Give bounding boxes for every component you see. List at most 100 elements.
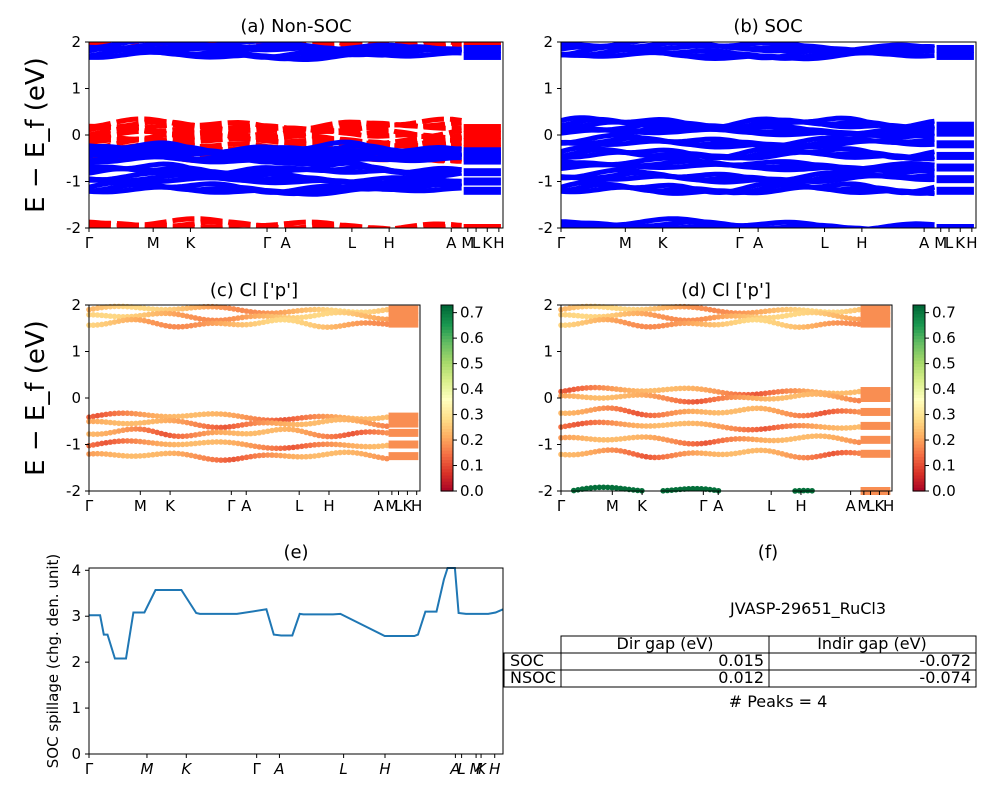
band-point — [600, 385, 607, 391]
band-point — [179, 441, 186, 448]
band-point — [690, 485, 696, 492]
band-point — [647, 306, 654, 312]
band-point — [826, 320, 832, 327]
band-point — [719, 437, 726, 444]
band-point — [600, 484, 607, 491]
band-point — [256, 420, 263, 426]
band-point — [788, 394, 794, 400]
band-point — [269, 452, 275, 458]
band-point — [362, 419, 369, 426]
band-point — [788, 436, 794, 442]
band-point — [817, 310, 824, 316]
band-point — [124, 426, 131, 433]
band-line — [89, 170, 462, 186]
panel-e-spillage-line — [89, 567, 504, 660]
band-point — [371, 320, 377, 326]
band-point — [613, 312, 620, 318]
ytick-label: 1 — [71, 699, 81, 717]
colorbar-label: 0.6 — [460, 329, 484, 347]
band-point — [192, 453, 199, 460]
colorbar-segment — [913, 478, 925, 483]
band-point — [634, 487, 641, 494]
band-point — [196, 431, 203, 437]
band-point — [617, 318, 624, 325]
band-point — [719, 409, 726, 416]
band-point — [379, 307, 386, 314]
band-point — [316, 432, 322, 439]
panel-a-yticks: 2 1 0 -1 -2 — [66, 33, 89, 237]
band-point — [732, 426, 739, 432]
colorbar-segment — [441, 314, 453, 318]
band-point — [243, 421, 250, 428]
band-point — [562, 393, 569, 399]
band-point — [107, 313, 114, 319]
band-point — [222, 457, 228, 463]
band-point — [694, 408, 700, 415]
peaks-count: # Peaks = 4 — [729, 692, 828, 711]
band-point — [269, 313, 275, 320]
band-point — [702, 440, 709, 446]
band-point — [741, 394, 747, 401]
band-point — [184, 441, 190, 447]
colorbar-segment — [441, 422, 453, 427]
colorbar-segment — [913, 444, 925, 449]
band-point — [243, 314, 250, 320]
band-point — [286, 444, 292, 451]
band-point — [656, 305, 662, 312]
colorbar-label: 0.3 — [932, 406, 956, 424]
band-point — [839, 425, 845, 431]
colorbar-segment — [441, 342, 453, 346]
band-point — [150, 428, 156, 435]
band-point — [728, 451, 735, 457]
band-point — [311, 442, 318, 448]
band-point — [235, 455, 241, 462]
band-point — [230, 456, 237, 463]
colorbar-label: 0.1 — [460, 457, 484, 475]
band-point — [673, 397, 679, 404]
band-point — [817, 391, 824, 398]
band-point — [384, 442, 390, 449]
band-point — [796, 392, 803, 399]
band-point — [639, 388, 645, 394]
band-point — [260, 444, 267, 451]
band-point — [350, 417, 356, 424]
band-point — [345, 431, 352, 438]
band-point — [133, 304, 139, 311]
band-segment — [388, 412, 419, 421]
panel-e-yticks: 0 1 2 3 4 — [71, 561, 89, 763]
band-point — [613, 305, 620, 312]
band-point — [566, 393, 573, 399]
band-point — [570, 321, 577, 328]
colorbar-segment — [913, 332, 925, 337]
band-point — [796, 310, 803, 317]
band-point — [715, 321, 722, 328]
band-segment — [936, 140, 974, 149]
band-point — [698, 450, 705, 456]
band-point — [707, 397, 713, 403]
band-point — [90, 413, 97, 420]
band-point — [162, 450, 169, 457]
band-point — [303, 442, 309, 449]
band-point — [184, 313, 190, 319]
band-point — [184, 412, 190, 419]
band-point — [239, 314, 246, 321]
xtick-label: L — [866, 497, 875, 515]
band-point — [247, 442, 254, 449]
band-point — [333, 433, 339, 440]
band-point — [260, 452, 267, 459]
band-point — [158, 310, 165, 317]
band-point — [605, 437, 611, 443]
band-point — [273, 452, 280, 459]
band-point — [171, 413, 177, 420]
band-point — [384, 455, 390, 462]
panel-d-xticks: Γ M K Γ A L H A ML KH — [557, 491, 894, 515]
band-point — [587, 485, 594, 491]
band-point — [311, 431, 318, 438]
band-point — [715, 438, 722, 444]
band-point — [162, 431, 169, 438]
xtick-label: M — [857, 497, 870, 515]
colorbar-segment — [913, 484, 925, 489]
band-point — [843, 390, 849, 396]
band-point — [358, 312, 365, 319]
band-point — [741, 313, 747, 320]
